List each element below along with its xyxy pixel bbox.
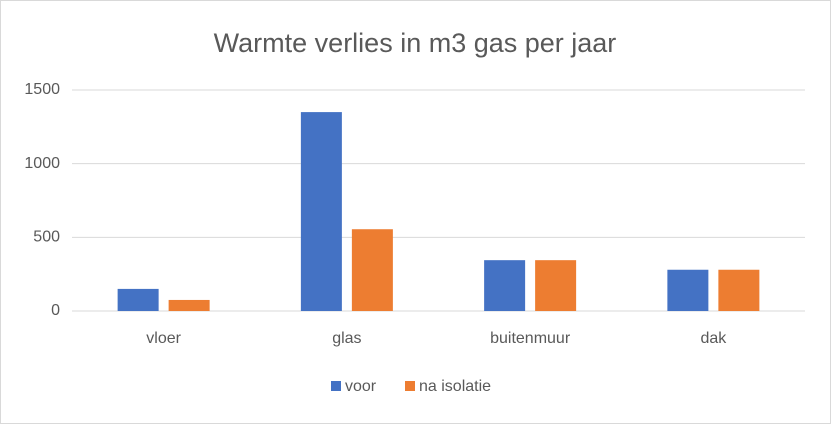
bar (300, 112, 342, 311)
x-tick-label: vloer (146, 330, 181, 347)
y-tick-label: 1500 (24, 81, 60, 98)
bar (117, 288, 159, 311)
legend-label: voor (345, 378, 377, 395)
bar (484, 260, 526, 311)
bar (535, 260, 577, 311)
x-tick-label: glas (332, 330, 361, 347)
y-tick-label: 500 (33, 229, 60, 246)
bar (168, 299, 210, 311)
legend-swatch (331, 381, 341, 391)
bar (667, 269, 709, 311)
x-tick-label: dak (700, 330, 727, 347)
bar (718, 269, 760, 311)
chart-title: Warmte verlies in m3 gas per jaar (214, 28, 617, 58)
y-tick-label: 1000 (24, 155, 60, 172)
legend-label: na isolatie (419, 378, 491, 395)
y-tick-label: 0 (51, 302, 60, 319)
bar (351, 229, 393, 311)
legend-swatch (405, 381, 415, 391)
x-tick-label: buitenmuur (490, 330, 571, 347)
